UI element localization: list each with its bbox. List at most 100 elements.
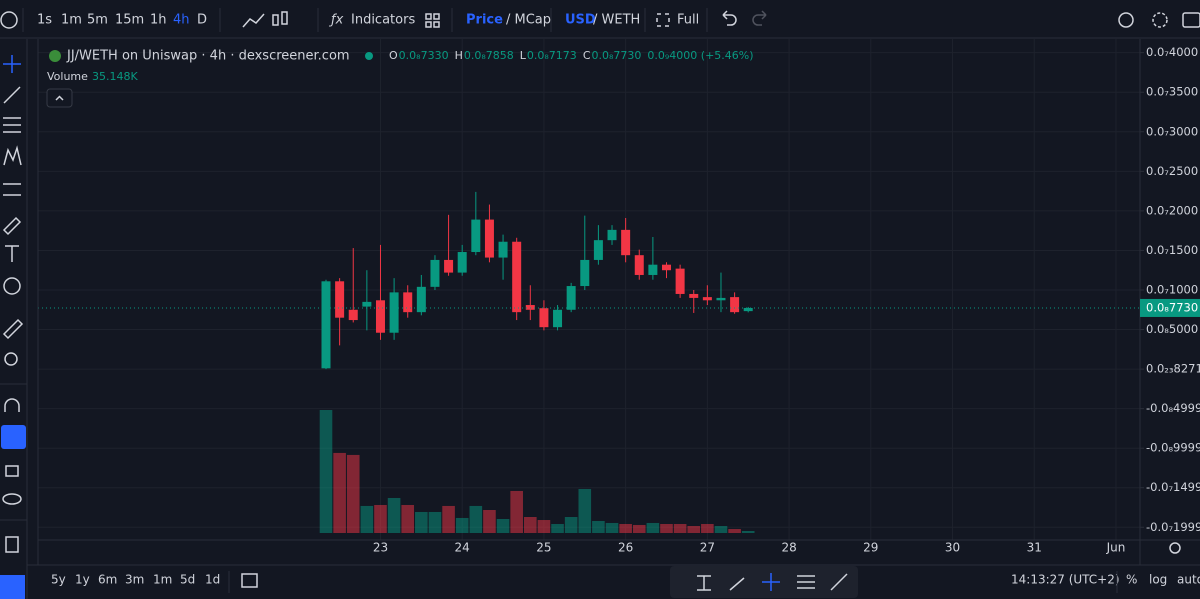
- status-dot: [365, 52, 373, 60]
- ohlc-key: L: [520, 49, 527, 62]
- interval-button[interactable]: 15m: [115, 13, 144, 28]
- volume-bar: [374, 504, 387, 533]
- range-button[interactable]: 6m: [98, 573, 117, 587]
- y-tick-label: 0.0₇1500: [1146, 243, 1198, 257]
- drawing-lines[interactable]: [797, 575, 815, 589]
- volume-bar: [455, 517, 469, 533]
- candle-body: [525, 305, 535, 310]
- candle-body: [321, 281, 331, 369]
- icon-part: [281, 11, 288, 25]
- candle-style-icon[interactable]: [272, 11, 288, 26]
- drawing-brush[interactable]: [729, 577, 745, 591]
- interval-button[interactable]: D: [197, 13, 207, 28]
- add-symbol[interactable]: [0, 11, 18, 29]
- x-tick-label: 24: [455, 541, 470, 555]
- interval-button[interactable]: 1h: [150, 13, 167, 28]
- auto-toggle[interactable]: auto: [1177, 573, 1200, 587]
- candle-body: [362, 301, 372, 307]
- left-toolbar: [0, 39, 27, 599]
- y-tick-label: 0.0₇2500: [1146, 164, 1198, 178]
- candle-body: [348, 309, 358, 321]
- log-toggle[interactable]: log: [1149, 573, 1167, 587]
- alert-icon[interactable]: [1118, 12, 1134, 28]
- trendline-tool[interactable]: [3, 86, 21, 104]
- axis-settings[interactable]: [1169, 542, 1181, 554]
- indicators-button[interactable]: Indicators: [351, 13, 415, 28]
- undo[interactable]: [722, 10, 737, 26]
- icon-part: [425, 21, 432, 28]
- brush-tool[interactable]: [2, 216, 22, 236]
- collapse-button[interactable]: [46, 88, 73, 108]
- redo[interactable]: [752, 10, 767, 26]
- fib-tool[interactable]: [3, 117, 21, 133]
- crosshair-tool[interactable]: [3, 55, 21, 73]
- templates-icon[interactable]: [425, 13, 440, 28]
- range-button[interactable]: 1m: [153, 573, 172, 587]
- drawing-text[interactable]: [697, 575, 711, 591]
- x-tick-label: 26: [618, 541, 633, 555]
- y-tick-label: -0.0₇1999: [1146, 520, 1200, 534]
- range-button[interactable]: 3m: [125, 573, 144, 587]
- weth-toggle[interactable]: / WETH: [593, 13, 640, 28]
- price-toggle[interactable]: Price: [466, 13, 503, 28]
- emoji-tool[interactable]: [3, 277, 21, 295]
- range-button[interactable]: 1y: [75, 573, 90, 587]
- chevron: [55, 95, 64, 101]
- volume-bar: [673, 524, 687, 533]
- settings-icon[interactable]: [1152, 12, 1168, 28]
- plot: [38, 39, 1140, 540]
- mcap-toggle[interactable]: / MCap: [506, 13, 551, 28]
- interval-button[interactable]: 1s: [37, 13, 52, 28]
- lock-tool[interactable]: [5, 465, 19, 477]
- candle-body: [716, 297, 726, 301]
- candle-body: [430, 259, 440, 287]
- date-range-icon[interactable]: [241, 573, 258, 588]
- chart-style-icon[interactable]: [242, 13, 265, 28]
- ruler-tool[interactable]: [2, 318, 24, 340]
- candle-body: [389, 292, 399, 333]
- volume-bar: [319, 410, 333, 533]
- volume-bar: [387, 497, 401, 533]
- ohlc-value: 0.0₈7858: [464, 49, 514, 62]
- candle-body: [484, 219, 494, 258]
- candle-body: [730, 297, 740, 313]
- zoom-tool[interactable]: [4, 352, 18, 366]
- range-button[interactable]: 1d: [205, 573, 220, 587]
- drawing-cross[interactable]: [762, 573, 780, 591]
- volume-bar: [592, 520, 605, 533]
- volume-bar: [442, 505, 455, 533]
- volume-bar: [619, 524, 632, 533]
- candle-body: [621, 229, 631, 256]
- token-icon: [49, 50, 61, 62]
- ohlc-value: 0.0₈7330: [399, 49, 449, 62]
- x-tick-label: 29: [863, 541, 878, 555]
- range-button[interactable]: 5y: [51, 573, 66, 587]
- interval-button[interactable]: 4h: [173, 13, 190, 28]
- x-tick-label: 28: [781, 541, 796, 555]
- interval-button[interactable]: 1m: [61, 13, 82, 28]
- x-tick-label: 23: [373, 541, 388, 555]
- volume-bar: [524, 516, 537, 533]
- drawing-trend[interactable]: [830, 573, 848, 591]
- magnet-tool[interactable]: [4, 398, 20, 412]
- y-tick-label: -0.0₇1499: [1146, 480, 1200, 494]
- pattern-tool[interactable]: [3, 145, 22, 166]
- percent-toggle[interactable]: %: [1126, 573, 1137, 587]
- range-button[interactable]: 5d: [180, 573, 195, 587]
- stay-drawing-tool[interactable]: [1, 425, 26, 449]
- hide-tool[interactable]: [2, 493, 22, 505]
- volume-bar: [578, 488, 592, 533]
- snapshot-icon[interactable]: [1182, 12, 1200, 28]
- usd-toggle[interactable]: USD: [565, 13, 596, 28]
- forecast-tool[interactable]: [3, 183, 21, 196]
- delete-tool[interactable]: [5, 536, 19, 553]
- text-tool[interactable]: [5, 245, 19, 262]
- full-button[interactable]: Full: [677, 13, 699, 28]
- candle-body: [539, 308, 549, 328]
- candle-body: [580, 259, 590, 287]
- candle-body: [675, 268, 685, 294]
- favorites-button[interactable]: [0, 575, 25, 599]
- interval-button[interactable]: 5m: [87, 13, 108, 28]
- clock: 14:13:27 (UTC+2): [1011, 573, 1120, 587]
